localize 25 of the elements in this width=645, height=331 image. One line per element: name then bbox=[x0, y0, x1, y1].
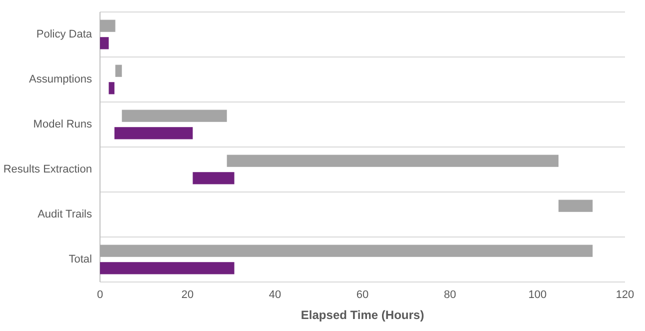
bar bbox=[108, 82, 114, 94]
y-tick-label: Total bbox=[68, 253, 92, 266]
y-tick-label: Results Extraction bbox=[3, 163, 92, 176]
bar bbox=[115, 64, 122, 77]
bar bbox=[114, 127, 193, 140]
x-axis-title: Elapsed Time (Hours) bbox=[300, 308, 424, 322]
bar bbox=[226, 154, 558, 167]
x-tick-label: 0 bbox=[96, 289, 104, 301]
bar bbox=[100, 37, 109, 50]
x-tick-label: 120 bbox=[616, 289, 634, 301]
y-tick-label: Audit Trails bbox=[38, 208, 92, 220]
y-tick-label: Model Runs bbox=[33, 118, 92, 130]
bar bbox=[100, 20, 116, 32]
bar bbox=[100, 262, 234, 274]
y-tick-label: Assumptions bbox=[29, 73, 92, 86]
x-tick-label: 40 bbox=[268, 289, 282, 301]
bar bbox=[192, 172, 234, 184]
bar bbox=[122, 110, 227, 122]
bar bbox=[558, 200, 593, 212]
x-tick-label: 100 bbox=[528, 289, 547, 301]
bar bbox=[100, 244, 593, 257]
x-tick-label: 80 bbox=[444, 289, 456, 301]
x-tick-label: 60 bbox=[356, 289, 369, 301]
x-tick-label: 20 bbox=[181, 289, 194, 301]
y-tick-label: Policy Data bbox=[36, 28, 93, 40]
